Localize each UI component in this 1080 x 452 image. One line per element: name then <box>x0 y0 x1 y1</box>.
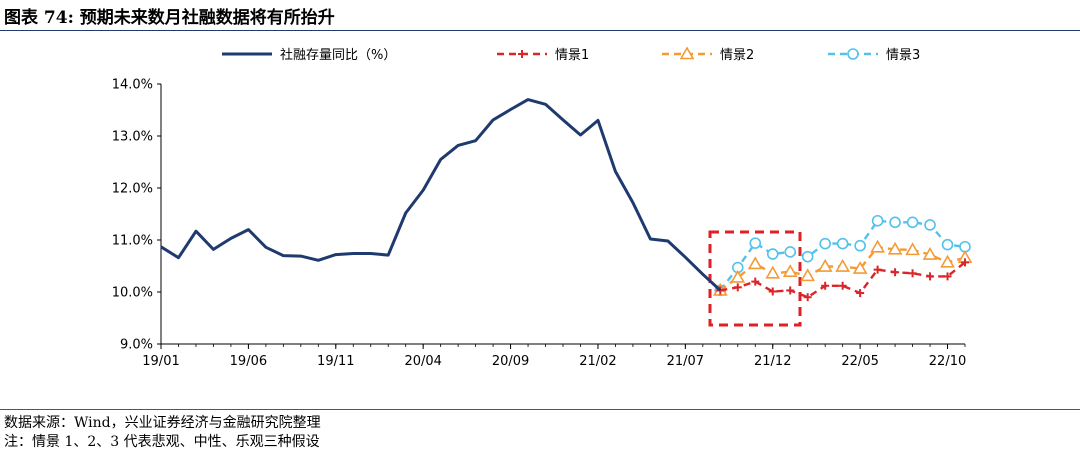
point-s1 <box>856 289 865 298</box>
point-s3 <box>871 214 884 227</box>
x-tick-label: 20/09 <box>492 354 529 369</box>
point-s3 <box>854 239 866 252</box>
point-s2 <box>905 242 920 256</box>
point-s1 <box>873 265 882 274</box>
series-main <box>160 98 722 292</box>
point-s1 <box>733 283 742 292</box>
point-s3 <box>906 216 919 229</box>
point-s2 <box>730 269 746 283</box>
legend-label: 情景1 <box>555 48 589 63</box>
point-s2 <box>852 260 868 274</box>
point-s1 <box>926 272 935 281</box>
legend-label: 社融存量同比（%） <box>280 47 396 63</box>
x-tick-label: 19/01 <box>142 354 179 369</box>
point-s3 <box>889 216 901 229</box>
point-s1 <box>786 286 795 295</box>
point-s1 <box>908 269 917 278</box>
y-tick-label: 9.0% <box>120 338 153 353</box>
point-s2 <box>940 254 955 268</box>
x-tick-label: 19/11 <box>317 354 354 369</box>
point-s2 <box>835 258 851 272</box>
point-s2 <box>922 246 938 260</box>
legend-label: 情景2 <box>720 48 754 63</box>
legend-item-main: 社融存量同比（%） <box>222 47 396 63</box>
point-s1 <box>891 268 900 277</box>
point-s3 <box>924 219 936 231</box>
y-tick-label: 11.0% <box>112 234 153 249</box>
series-layer <box>160 98 973 302</box>
legend-label: 情景3 <box>886 48 920 63</box>
x-tick-label: 21/07 <box>667 354 704 369</box>
x-tick-label: 22/05 <box>841 354 878 369</box>
series-s1 <box>716 258 969 302</box>
legend-item-s1: 情景1 <box>497 48 589 63</box>
highlight-box <box>708 230 802 327</box>
point-s3 <box>766 248 779 260</box>
point-s1 <box>768 287 777 296</box>
point-s1 <box>751 277 760 286</box>
x-tick-label: 21/12 <box>754 354 791 369</box>
point-s3 <box>941 238 954 251</box>
point-s3 <box>836 237 849 250</box>
line-chart: 社融存量同比（%） 情景1 情景2 情景3 9.0% 10.0% 11.0% 12.0% 13… <box>112 46 973 370</box>
point-s3 <box>784 246 797 258</box>
source-text: 数据来源：Wind，兴业证券经济与金融研究院整理 <box>4 415 321 431</box>
point-s3 <box>801 250 814 263</box>
x-tick-label: 21/02 <box>579 354 616 369</box>
point-s2 <box>800 268 816 282</box>
legend-item-s2: 情景2 <box>662 46 754 63</box>
legend-marker <box>679 46 695 60</box>
x-tick-label: 19/06 <box>230 354 267 369</box>
y-tick-label: 13.0% <box>112 130 153 145</box>
point-s2 <box>747 256 763 270</box>
legend: 社融存量同比（%） 情景1 情景2 情景3 <box>222 46 920 63</box>
legend-marker <box>847 48 859 60</box>
x-tick-label: 22/10 <box>929 354 966 369</box>
point-s2 <box>870 239 885 253</box>
point-s1 <box>943 272 952 281</box>
legend-marker <box>518 50 526 58</box>
series-s2 <box>712 239 973 296</box>
title-rule <box>0 30 1080 31</box>
point-s2 <box>887 241 903 255</box>
legend-item-s3: 情景3 <box>828 48 920 63</box>
point-s1 <box>716 286 725 295</box>
point-s2 <box>817 258 833 272</box>
series-line-s3 <box>719 219 966 292</box>
series-line-main <box>160 98 722 292</box>
point-s2 <box>782 264 798 278</box>
y-tick-label: 14.0% <box>112 78 153 93</box>
point-s1 <box>961 258 969 267</box>
point-s1 <box>821 281 830 290</box>
note-text: 注：情景 1、2、3 代表悲观、中性、乐观三种假设 <box>4 434 320 450</box>
y-tick-label: 10.0% <box>112 286 153 301</box>
point-s3 <box>749 237 762 249</box>
figure-title: 图表 74: 预期未来数月社融数据将有所抬升 <box>4 8 335 28</box>
point-s2 <box>765 265 781 279</box>
axes: 9.0% 10.0% 11.0% 12.0% 13.0% 14.0% 19/01 19/06 1… <box>112 78 967 370</box>
point-s3 <box>819 237 831 250</box>
point-s1 <box>838 281 847 290</box>
point-s1 <box>803 293 812 302</box>
bottom-rule <box>0 409 1080 410</box>
x-tick-label: 20/04 <box>404 354 441 369</box>
series-line-s1 <box>720 261 966 299</box>
y-tick-label: 12.0% <box>112 182 153 197</box>
